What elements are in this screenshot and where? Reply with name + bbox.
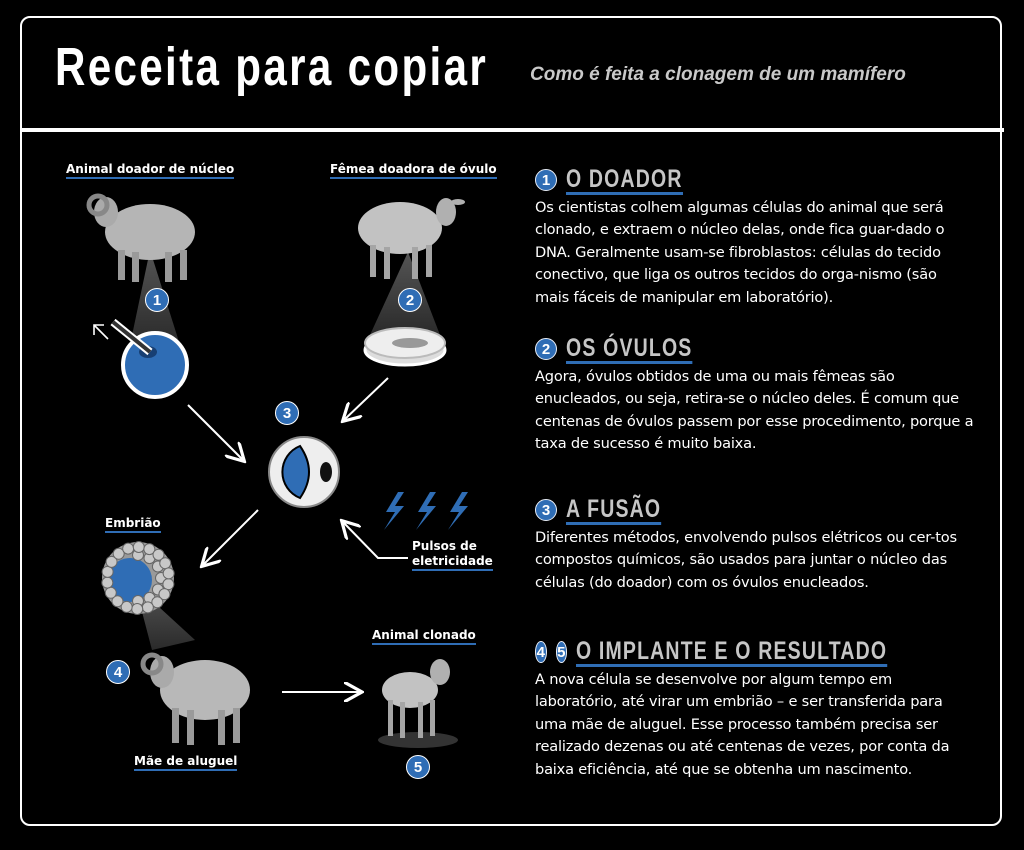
step-number-badge: 2 [535, 338, 557, 360]
ram-donor-icon [86, 193, 195, 282]
section-title: OS ÓVULOS [566, 333, 693, 364]
page-subtitle: Como é feita a clonagem de um mamífero [530, 64, 906, 85]
section-title: O IMPLANTE E O RESULTADO [576, 636, 888, 667]
embryo-cell [112, 547, 125, 560]
step-1-badge: 1 [145, 288, 169, 312]
embryo-cell [141, 601, 154, 614]
embryo-cell [159, 557, 172, 570]
embryo-cell [143, 543, 156, 556]
section-body: Agora, óvulos obtidos de uma ou mais fêm… [535, 368, 974, 453]
section-fusion: 3 A FUSÃO Diferentes métodos, envolvendo … [535, 495, 975, 594]
label-donor-animal: Animal doador de núcleo [66, 162, 235, 179]
embryo-cell [101, 576, 114, 589]
embryo-cell [158, 588, 171, 601]
step-number-badge: 1 [535, 169, 557, 191]
embryo-icon [101, 541, 175, 615]
label-pulses-line1: Pulsos de [412, 539, 477, 553]
section-title: A FUSÃO [566, 494, 662, 525]
step-4-badge: 4 [106, 660, 130, 684]
section-body: Diferentes métodos, envolvendo pulsos el… [535, 529, 957, 591]
embryo-cell [104, 586, 117, 599]
step-5-badge: 5 [406, 755, 430, 779]
embryo-cell [131, 602, 144, 615]
embryo-cell [152, 548, 165, 561]
label-cloned-animal: Animal clonado [372, 628, 476, 645]
label-pulses: Pulsos de eletricidade [412, 539, 493, 571]
embryo-cell [101, 565, 114, 578]
donor-cell-icon [93, 318, 189, 399]
section-body: A nova célula se desenvolve por algum te… [535, 671, 950, 778]
cloning-diagram [86, 193, 468, 748]
label-surrogate: Mãe de aluguel [134, 754, 238, 771]
section-donor: 1 O DOADOR Os cientistas colhem algumas c… [535, 165, 975, 309]
embryo-cell [132, 541, 145, 554]
arrow-ovum-to-fusion [344, 377, 389, 420]
section-body: Os cientistas colhem algumas células do … [535, 199, 945, 306]
embryo-cell [122, 542, 135, 555]
step-2-badge: 2 [398, 288, 422, 312]
step-number-badge: 3 [535, 499, 557, 521]
petri-dish-icon [363, 327, 447, 367]
step-3-badge: 3 [275, 401, 299, 425]
arrow-pulses-to-fusion [343, 522, 408, 559]
fusion-cell-icon [268, 436, 340, 508]
ewe-donor-icon [358, 198, 465, 279]
embryo-cell [120, 600, 133, 613]
section-ova: 2 OS ÓVULOS Agora, óvulos obtidos de uma … [535, 334, 975, 456]
infographic-frame [20, 16, 1002, 826]
label-female-donor: Fêmea doadora de óvulo [330, 162, 497, 179]
lightning-bolts-icon [384, 492, 468, 530]
embryo-cell [111, 595, 124, 608]
embryo-cell [151, 596, 164, 609]
arrow-donor-to-fusion [187, 404, 243, 460]
embryo-cell [162, 567, 175, 580]
label-pulses-line2: eletricidade [412, 554, 493, 571]
step-number-badge: 5 [555, 641, 568, 663]
section-title: O DOADOR [566, 164, 683, 195]
cloned-lamb-icon [378, 659, 458, 748]
page-title: Receita para copiar [55, 37, 489, 97]
step-number-badge: 4 [535, 641, 547, 663]
label-embryo: Embrião [105, 516, 161, 533]
ram-surrogate-icon [140, 652, 250, 745]
embryo-cell [162, 578, 175, 591]
arrow-fusion-to-embryo [203, 509, 259, 565]
header-divider [20, 128, 1004, 132]
embryo-cell [105, 555, 118, 568]
